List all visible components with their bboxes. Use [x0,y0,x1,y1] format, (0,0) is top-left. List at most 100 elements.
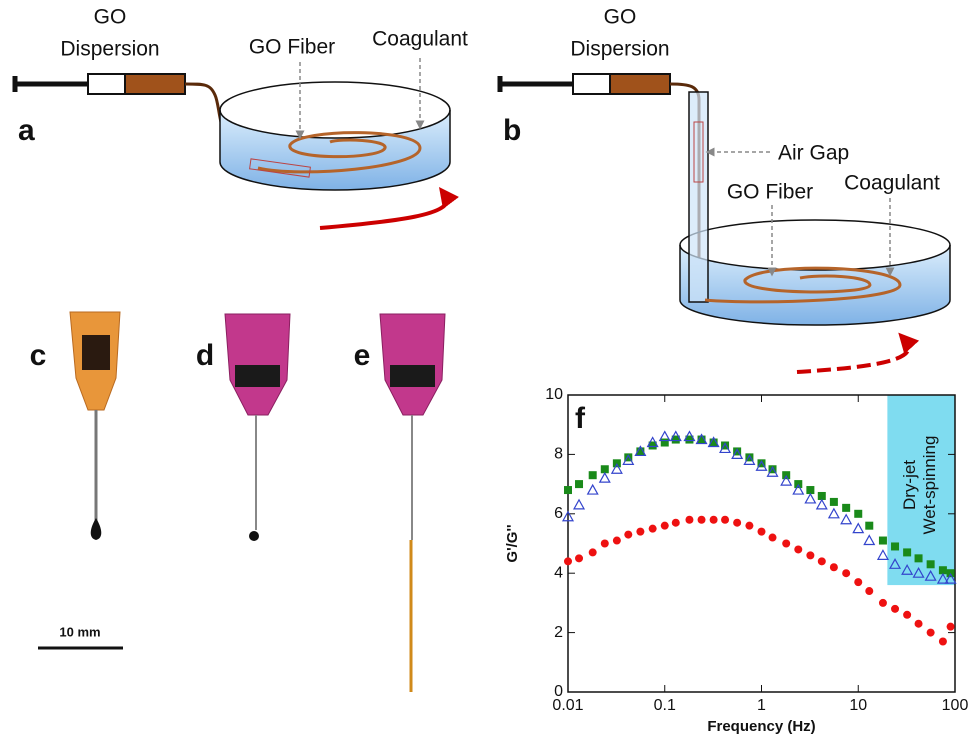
point [865,521,874,530]
y-axis-label: G'/G'' [504,524,521,562]
point [863,534,876,546]
point [685,435,694,444]
y-tick-label: 2 [554,624,563,641]
point [564,557,572,566]
droplet [249,531,259,541]
point [636,447,645,456]
point [901,563,914,575]
point [792,483,805,495]
x-tick-label: 0.01 [552,697,583,714]
point [588,471,597,480]
region-label: Dry-jetWet-spinning [901,436,940,535]
point [914,619,923,628]
point [564,486,572,495]
point [903,610,912,619]
hub-dispersion [82,335,110,370]
point [757,459,766,468]
point [721,441,730,450]
point [669,430,682,442]
nozzle [693,121,704,183]
point [622,454,635,465]
panel-label: e [354,339,371,372]
scale-bar-label: 10 mm [59,624,100,639]
point [938,637,947,646]
panel-b: GO Dispersion Air Gap GO Fiber Coagulant… [497,6,951,374]
point [903,548,912,557]
point [914,554,923,563]
point [865,587,874,596]
water [680,245,950,325]
point [794,545,803,554]
point [600,539,609,548]
label: Dispersion [60,38,159,61]
region-label-line: Wet-spinning [921,436,940,535]
x-tick-label: 0.1 [654,697,676,714]
label: GO Fiber [249,36,335,59]
barrel [87,73,126,95]
point [586,483,599,495]
point [806,486,815,495]
point [648,441,657,450]
rotation-arrow [796,332,920,374]
point [634,445,647,457]
rotation-arrow [319,186,459,230]
point [827,507,840,519]
point [755,460,768,471]
point [946,622,955,631]
region-label-line: Dry-jet [901,460,920,510]
x-tick-label: 100 [942,697,969,714]
water [220,110,450,190]
point [757,527,766,536]
point [944,572,957,584]
point [936,572,949,584]
photos: c d e 10 mm [30,311,446,692]
point [731,448,744,459]
point [912,566,925,578]
x-tick-label: 1 [757,697,766,714]
point [588,548,597,557]
point [768,533,777,542]
point [817,491,826,500]
point [660,521,669,530]
point [878,536,887,545]
x-axis-label: Frequency (Hz) [707,718,815,735]
point [745,521,754,530]
point [671,518,680,527]
point [646,436,659,448]
point [891,604,900,613]
point [938,566,947,575]
point [842,569,851,578]
point [733,518,742,527]
point [743,454,756,465]
panel-label: d [196,339,214,372]
point [829,563,838,572]
chart-f: Dry-jetWet-spinning 0.01 0.1 1 10 100 0 2 4 6 8 10 F… [504,386,968,735]
panel-label: a [18,114,35,147]
dish-rim [219,81,451,139]
panel-label: f [575,402,586,435]
point [685,515,694,524]
point [926,628,935,637]
needle-hub [379,313,446,416]
point [733,447,742,456]
point [636,527,645,536]
point [815,498,828,510]
dish-wall [219,110,451,191]
point [575,480,584,489]
point [829,497,838,506]
point [891,542,900,551]
point [624,530,633,539]
point [671,435,680,444]
point [610,463,623,474]
point [707,436,720,448]
point [709,515,718,524]
point [854,509,863,518]
dispersion [609,73,671,95]
y-tick-label: 0 [554,683,563,700]
barrel [572,73,611,95]
point [561,510,575,522]
nozzle [249,158,311,178]
point [878,598,887,607]
y-tick-label: 4 [554,564,563,581]
